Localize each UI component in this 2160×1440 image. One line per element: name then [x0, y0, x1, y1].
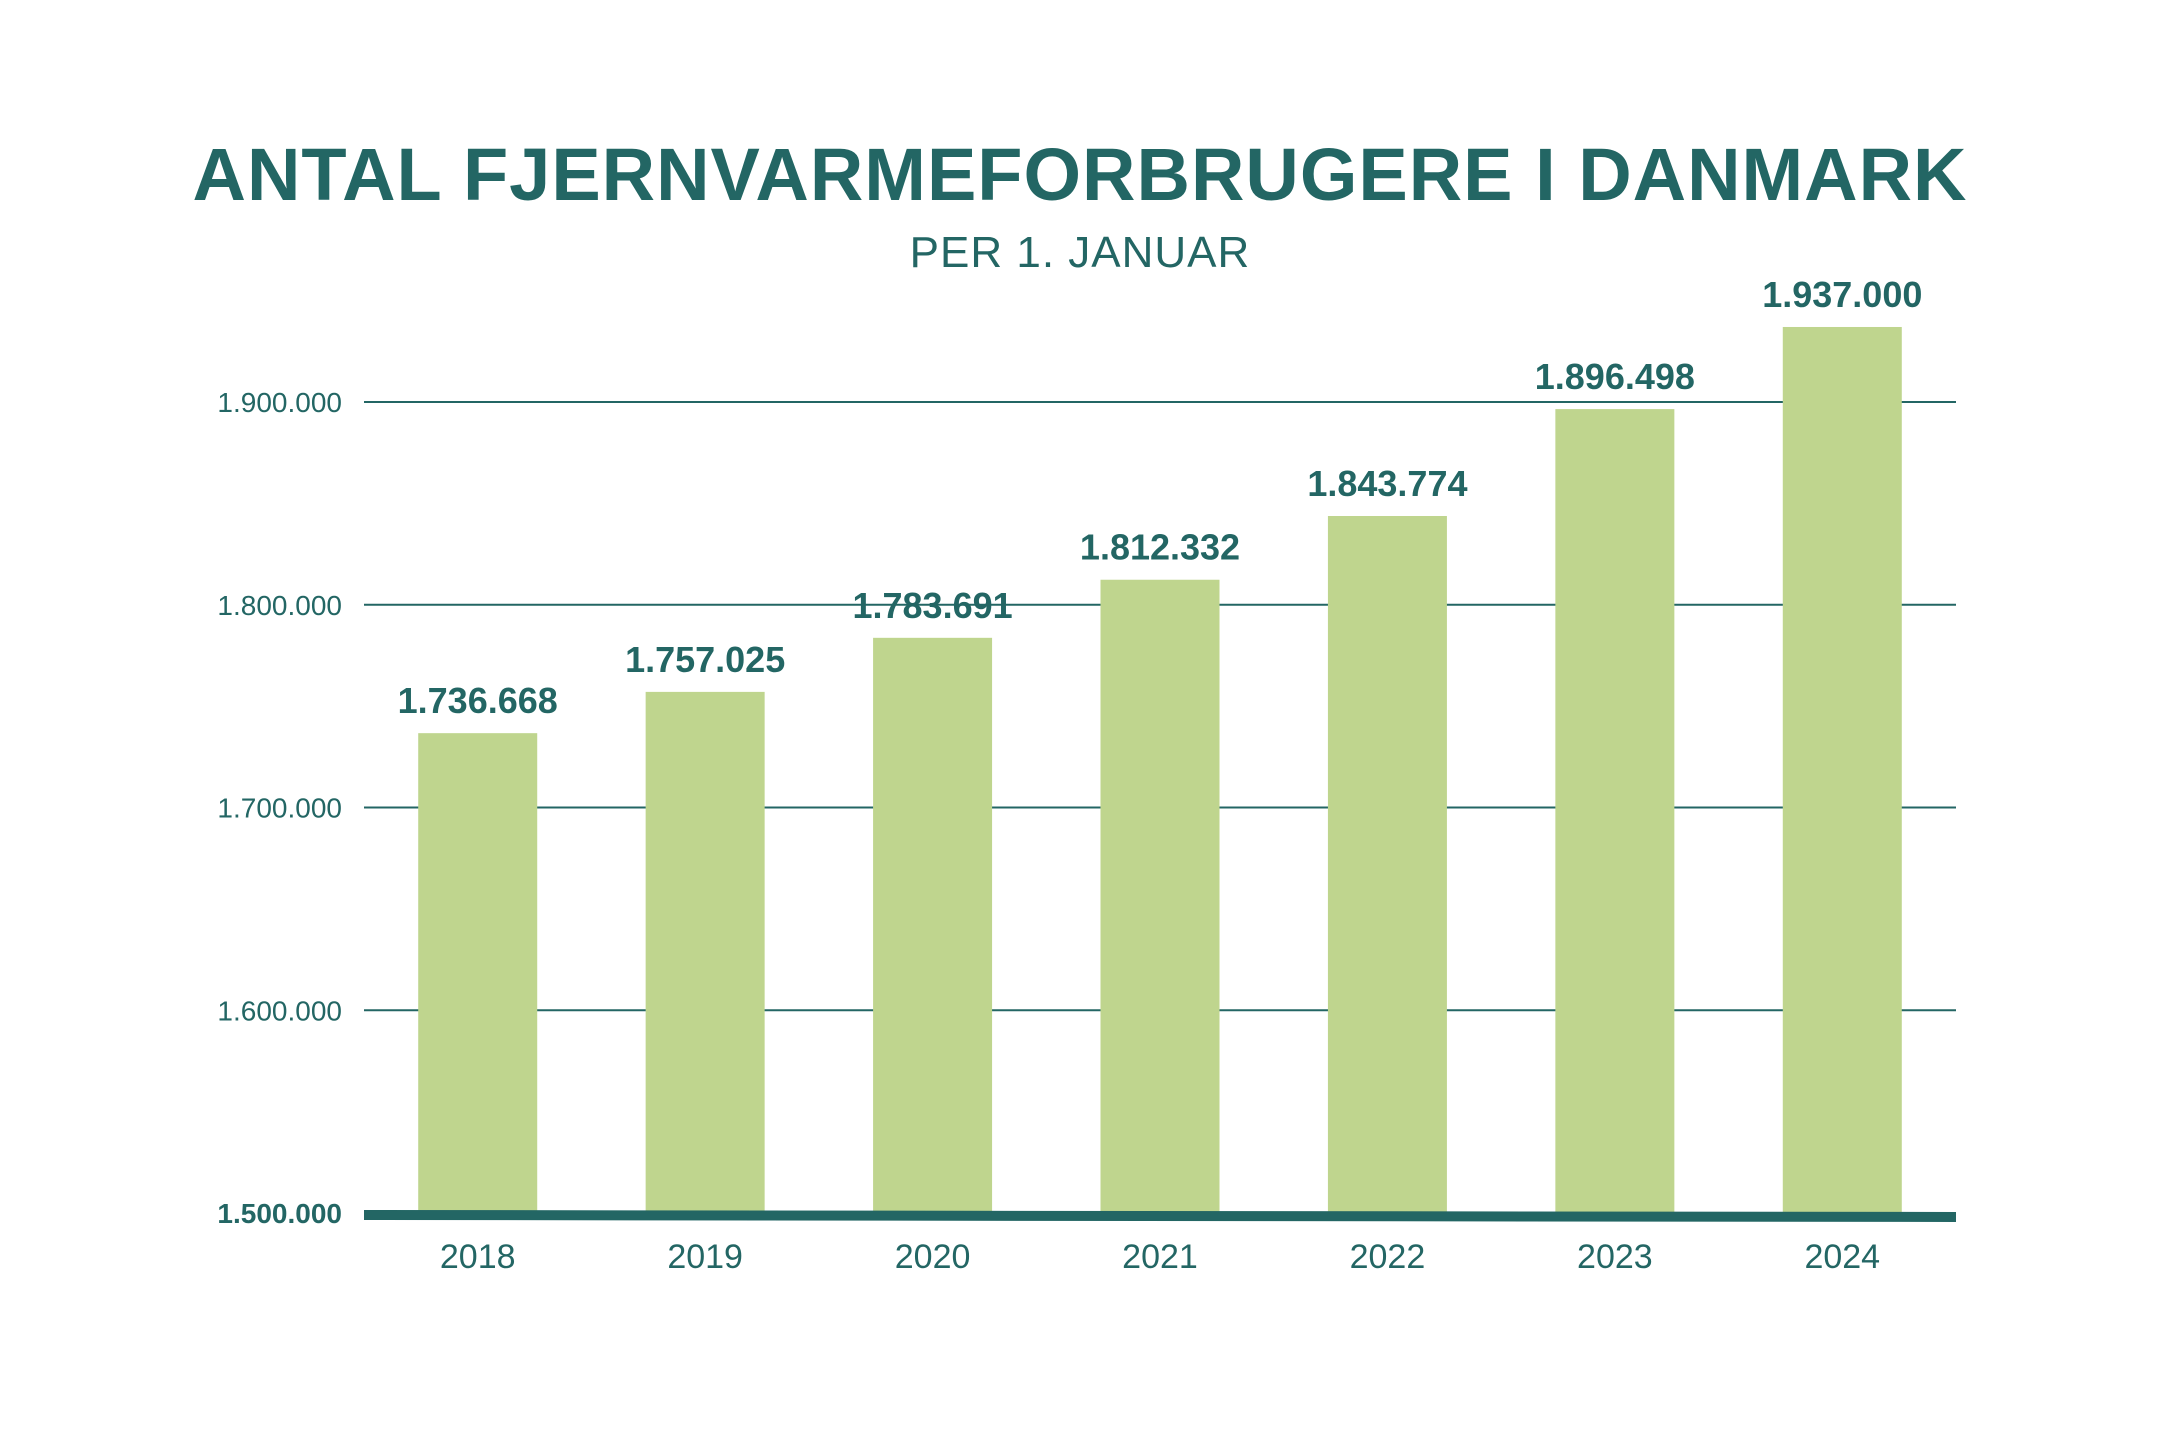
bar-2024 — [1782, 326, 1902, 1213]
x-tick-label: 2023 — [1577, 1238, 1653, 1276]
bar-2020 — [873, 637, 993, 1213]
x-tick-label: 2024 — [1804, 1238, 1880, 1276]
y-tick-label: 1.800.000 — [217, 590, 342, 621]
bar-2021 — [1100, 579, 1220, 1213]
bar-2022 — [1327, 515, 1447, 1213]
x-tick-label: 2022 — [1350, 1238, 1426, 1276]
bar-2023 — [1555, 409, 1675, 1213]
data-label: 1.812.332 — [1080, 527, 1240, 568]
x-axis-baseline — [363, 1210, 1957, 1222]
bar-2018 — [418, 733, 538, 1213]
data-label: 1.757.025 — [625, 639, 785, 680]
chart-title: ANTAL FJERNVARMEFORBRUGERE I DANMARK — [192, 133, 1968, 216]
data-label: 1.843.774 — [1307, 463, 1467, 504]
data-label: 1.736.668 — [398, 680, 558, 721]
y-tick-label: 1.900.000 — [217, 387, 342, 418]
bar-2019 — [645, 691, 765, 1213]
x-tick-label: 2021 — [1122, 1238, 1198, 1276]
x-tick-label: 2020 — [895, 1238, 971, 1276]
y-tick-label: 1.600.000 — [217, 995, 342, 1026]
data-label: 1.937.000 — [1762, 274, 1922, 315]
data-label: 1.783.691 — [852, 585, 1012, 626]
x-tick-label: 2019 — [667, 1238, 743, 1276]
y-tick-label: 1.500.000 — [217, 1198, 342, 1229]
x-tick-label: 2018 — [440, 1238, 516, 1276]
chart-subtitle: PER 1. JANUAR — [909, 228, 1251, 277]
y-tick-label: 1.700.000 — [217, 793, 342, 824]
data-label: 1.896.498 — [1535, 356, 1695, 397]
